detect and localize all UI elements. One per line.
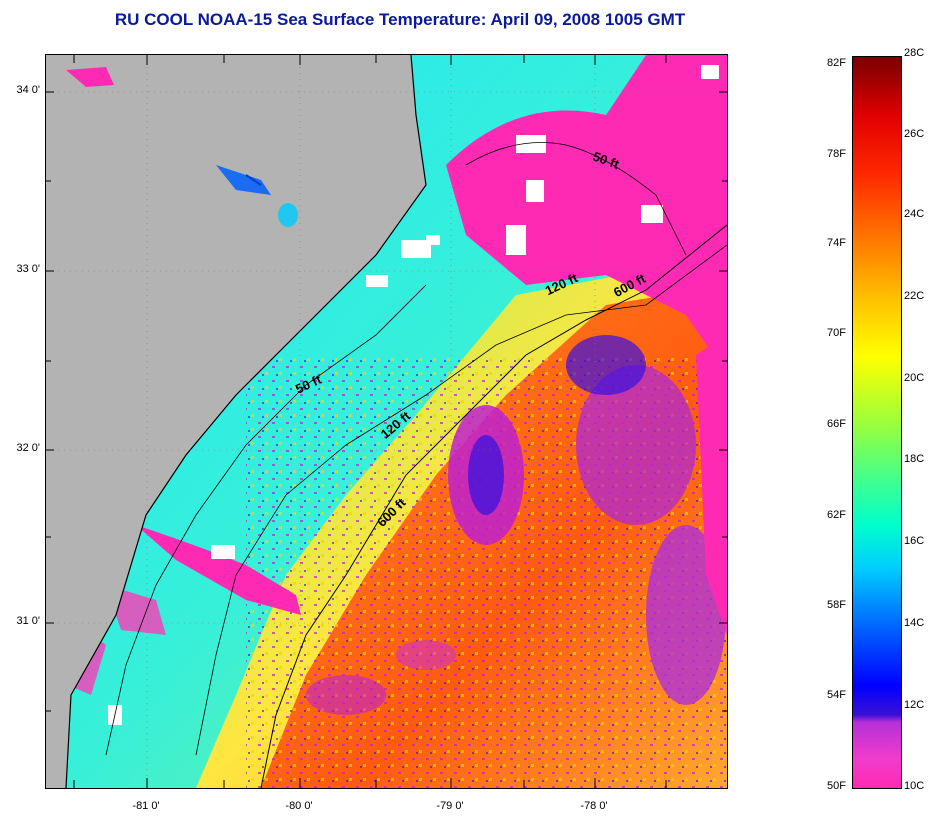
colorbar-label-82f: 82F — [827, 57, 846, 69]
colorbar-label-12c: 12C — [904, 699, 925, 711]
colorbar-label-28c: 28C — [904, 47, 925, 59]
lat-label-32: 32 0' — [16, 442, 40, 454]
sst-map: 50 ft 120 ft 600 ft 50 ft 120 ft 600 ft — [45, 54, 728, 789]
colorbar-label-10c: 10C — [904, 780, 925, 792]
isobath-600ft — [260, 224, 727, 788]
colorbar-label-62f: 62F — [827, 509, 846, 521]
colorbar-label-18c: 18C — [904, 453, 925, 465]
coastline — [65, 55, 427, 788]
colorbar-label-78f: 78F — [827, 148, 846, 160]
colorbar-label-74f: 74F — [827, 237, 846, 249]
land — [46, 55, 426, 788]
lon-label-80: -80 0' — [285, 800, 313, 812]
colorbar-label-22c: 22C — [904, 290, 925, 302]
lat-label-34: 34 0' — [16, 84, 40, 96]
colorbar-label-70f: 70F — [827, 327, 846, 339]
colorbar-label-16c: 16C — [904, 535, 925, 547]
colorbar-label-50f: 50F — [827, 780, 846, 792]
colorbar-label-20c: 20C — [904, 372, 925, 384]
colorbar-label-24c: 24C — [904, 208, 925, 220]
lon-label-79: -79 0' — [436, 800, 464, 812]
colorbar-label-66f: 66F — [827, 418, 846, 430]
colorbar-label-26c: 26C — [904, 128, 925, 140]
isobath-50ft-north — [465, 142, 687, 256]
isobath-50ft-south — [105, 284, 427, 756]
temperature-colorbar — [852, 56, 902, 789]
colorbar-label-54f: 54F — [827, 689, 846, 701]
map-title: RU COOL NOAA-15 Sea Surface Temperature:… — [114, 10, 686, 29]
lat-label-31: 31 0' — [16, 615, 40, 627]
colorbar-label-14c: 14C — [904, 617, 925, 629]
colorbar-label-58f: 58F — [827, 599, 846, 611]
lon-label-81: -81 0' — [132, 800, 160, 812]
lat-label-33: 33 0' — [16, 263, 40, 275]
lon-label-78: -78 0' — [580, 800, 608, 812]
